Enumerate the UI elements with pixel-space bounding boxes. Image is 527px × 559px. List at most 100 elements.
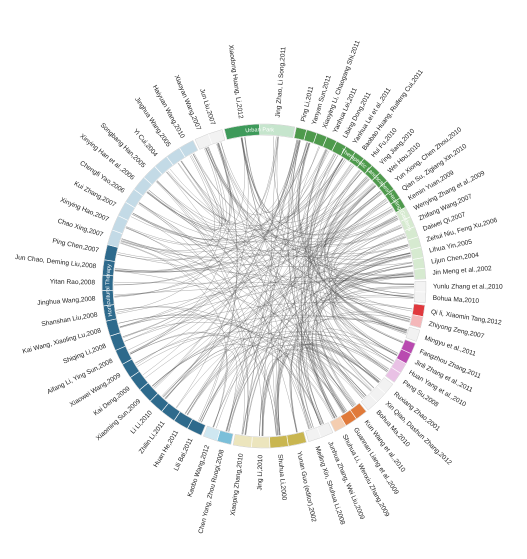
chord-link (226, 154, 336, 432)
author-label: Yitan Rao,2008 (50, 279, 96, 287)
chord-link (121, 238, 411, 267)
chord-link (130, 332, 277, 436)
chord-link (164, 345, 345, 413)
group-arc-g3 (409, 303, 426, 329)
arc-segment (414, 280, 427, 293)
chord-link (114, 136, 277, 298)
chord-link (291, 140, 380, 382)
author-label: Aifang Li, Ying Sun,2008 (46, 358, 114, 396)
arc-segment (412, 257, 426, 270)
chord-link (132, 212, 406, 257)
chord-link (198, 142, 238, 421)
chord-link (166, 172, 309, 430)
chord-link (115, 208, 393, 272)
chord-link (116, 148, 222, 313)
chord-link (139, 202, 355, 407)
arc-segment (413, 291, 427, 304)
author-label: Shanshan Liu,2008 (41, 312, 99, 329)
author-label: Yunlu Zhang et al.,2010 (433, 283, 503, 290)
chord-link (241, 137, 344, 414)
chord-link (125, 147, 224, 246)
chord-link (300, 247, 410, 428)
chord-links (114, 136, 415, 436)
chord-link (298, 143, 411, 318)
chord-link (241, 137, 393, 236)
arc-segment (251, 436, 271, 449)
author-label: Jing Zhao, Li Song,2011 (275, 46, 288, 118)
chord-link (119, 266, 413, 329)
chord-link (146, 183, 374, 238)
chord-link (132, 212, 323, 425)
chord-link (114, 270, 381, 381)
chord-link (185, 245, 409, 414)
chord-link (216, 143, 414, 276)
group-arc-g5 (385, 339, 416, 383)
chord-link (306, 276, 414, 424)
chord-link (177, 163, 354, 407)
chord-link (288, 140, 337, 418)
chord-link (275, 158, 344, 436)
chord-link (301, 185, 376, 426)
group-arc-g10 (202, 425, 234, 445)
group-label-urban: Urban Park (245, 127, 274, 134)
author-label: Lili Bai,2011 (173, 437, 195, 472)
chord-link (114, 209, 394, 297)
arc-segment (269, 434, 289, 449)
author-label: Jin Meng et al.,2002 (432, 265, 492, 277)
author-label: Xiaodong Huang, Li,2012 (227, 44, 244, 119)
chord-link (241, 216, 398, 435)
chord-link (164, 224, 402, 399)
chord-link (176, 265, 413, 409)
chord-link (128, 191, 381, 351)
group-arc-g4 (405, 326, 421, 342)
author-label: Xiaoping Zhang,2010 (230, 453, 245, 516)
chord-link (153, 139, 299, 388)
chord-link (207, 147, 411, 260)
chord-link (129, 143, 230, 354)
arc-segment (105, 318, 121, 337)
chord-link (180, 160, 388, 371)
chord-link (276, 255, 411, 436)
author-label: Shuhua Li,2000 (276, 454, 287, 501)
author-label: Bohua Ma,2010 (432, 295, 479, 305)
author-label: Yunan Guo (editor),2002 (295, 451, 317, 523)
chord-link (270, 136, 279, 436)
group-arc-g7 (329, 402, 367, 432)
arc-segment (413, 267, 427, 280)
chord-link (241, 137, 414, 286)
chord-link (259, 358, 313, 436)
chord-link (275, 339, 389, 436)
chord-link (201, 191, 381, 423)
chord-link (118, 314, 334, 420)
chord-link (199, 286, 414, 422)
chord-link (225, 272, 414, 432)
chord-link (297, 176, 368, 428)
chord-link (125, 227, 365, 398)
chord-link (240, 137, 353, 408)
chord-link (117, 254, 414, 279)
chord-link (259, 349, 367, 436)
chord-link (130, 146, 321, 240)
chord-link (241, 137, 300, 213)
chord-link (169, 168, 403, 248)
chord-link (157, 180, 347, 412)
chord-link (318, 178, 380, 382)
chord-link (114, 143, 310, 273)
chord-link (332, 286, 415, 370)
chord-link (120, 208, 393, 258)
chord-link (132, 214, 398, 252)
chord-link (124, 302, 413, 342)
chord-link (228, 185, 376, 432)
chord-link (138, 202, 249, 435)
chord-link (335, 252, 411, 343)
chord-link (262, 352, 353, 436)
group-arc-g2 (413, 280, 427, 304)
group-label-horticultural: Horticultural Therapy (105, 264, 114, 317)
group-arc-horticultural (101, 140, 206, 436)
group-arc-g6 (360, 377, 394, 411)
chord-link (225, 140, 301, 432)
chord-link (327, 185, 414, 298)
chord-link (296, 343, 380, 429)
chord-link (162, 190, 381, 398)
